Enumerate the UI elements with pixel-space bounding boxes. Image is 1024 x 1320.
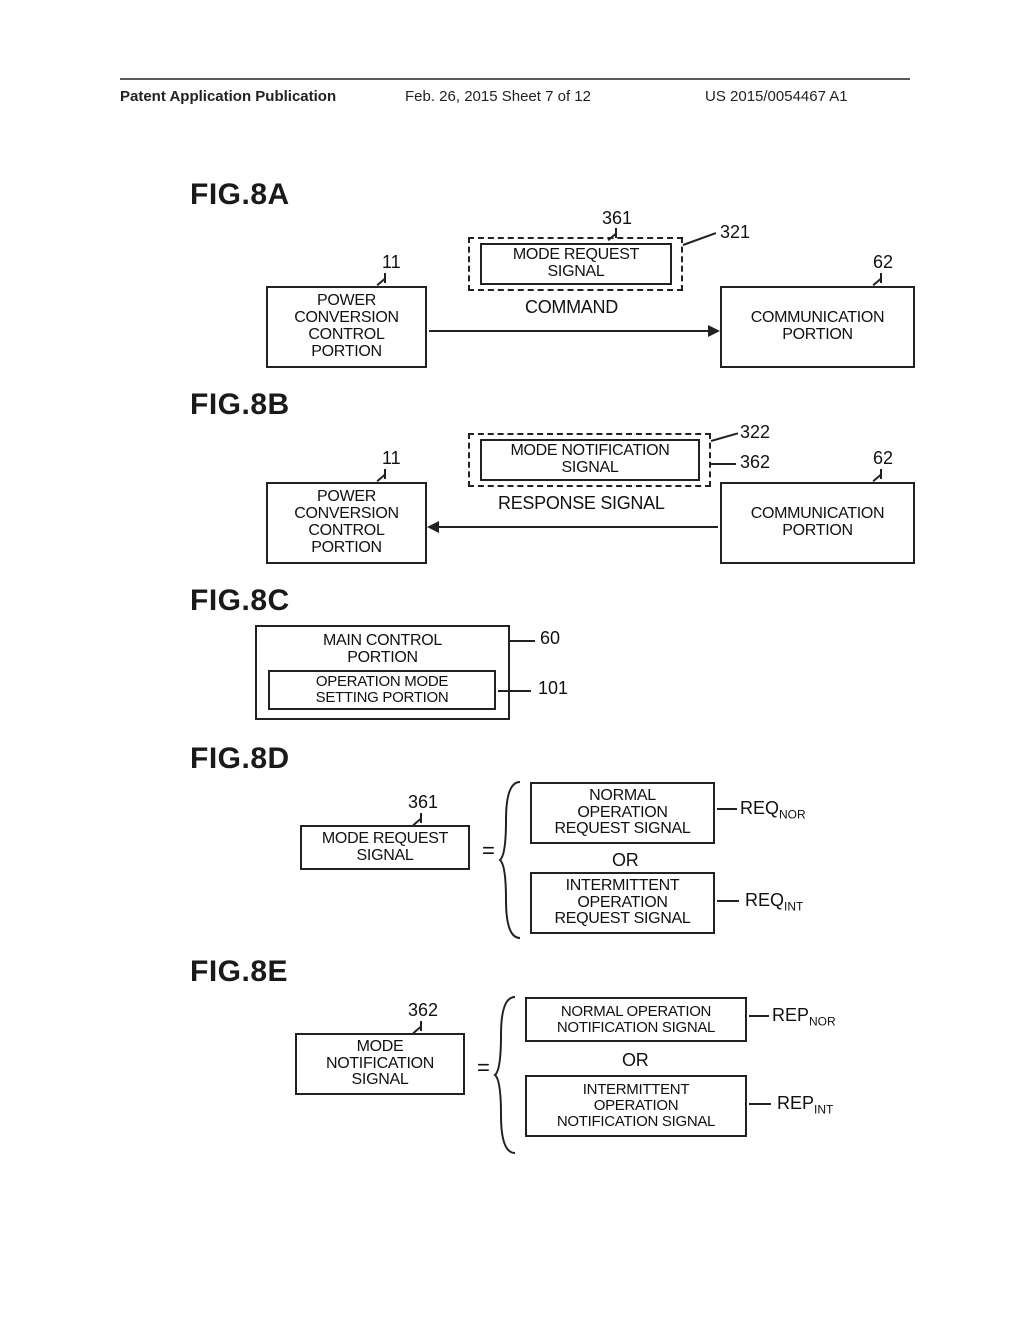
ref-361-d: 361 (408, 792, 438, 813)
ref-62-a: 62 (873, 252, 893, 273)
command-arrow (429, 330, 718, 332)
ref-321: 321 (720, 222, 750, 243)
mode-request-signal-box: MODE REQUESTSIGNAL (480, 243, 672, 285)
or-e: OR (622, 1050, 648, 1071)
header-right: US 2015/0054467 A1 (705, 88, 848, 105)
header-mid: Feb. 26, 2015 Sheet 7 of 12 (405, 88, 591, 105)
ref-322: 322 (740, 422, 770, 443)
normal-req-text: NORMALOPERATIONREQUEST SIGNAL (555, 788, 691, 838)
main-control-text: MAIN CONTROLPORTION (323, 633, 442, 667)
mode-notif-signal-e-text: MODENOTIFICATIONSIGNAL (326, 1039, 434, 1089)
equals-d: = (482, 838, 495, 864)
mode-request-signal-d: MODE REQUESTSIGNAL (300, 825, 470, 870)
intermit-notif-text: INTERMITTENTOPERATIONNOTIFICATION SIGNAL (557, 1082, 715, 1129)
fig-8c-title: FIG.8C (190, 584, 290, 618)
rep-nor: REPNOR (772, 1005, 836, 1029)
ref-361: 361 (602, 208, 632, 229)
header-rule (120, 78, 910, 80)
fig-8b-title: FIG.8B (190, 388, 290, 422)
intermit-req-text: INTERMITTENTOPERATIONREQUEST SIGNAL (555, 878, 691, 928)
lead-321 (683, 232, 717, 246)
communication-text-a: COMMUNICATIONPORTION (751, 310, 885, 344)
ref-362-b: 362 (740, 452, 770, 473)
brace-d (498, 780, 528, 940)
lead-repnor (749, 1015, 769, 1017)
intermit-req-box: INTERMITTENTOPERATIONREQUEST SIGNAL (530, 872, 715, 934)
mode-request-signal-d-text: MODE REQUESTSIGNAL (322, 831, 448, 865)
intermit-notif-box: INTERMITTENTOPERATIONNOTIFICATION SIGNAL (525, 1075, 747, 1137)
rep-int-sub: INT (814, 1103, 833, 1117)
operation-mode-setting-box: OPERATION MODESETTING PORTION (268, 670, 496, 710)
or-d: OR (612, 850, 638, 871)
response-label: RESPONSE SIGNAL (498, 493, 665, 514)
fig-8e-title: FIG.8E (190, 955, 288, 989)
mode-request-signal-text: MODE REQUESTSIGNAL (513, 247, 639, 281)
header-left: Patent Application Publication (120, 88, 336, 105)
lead-repint (749, 1103, 771, 1105)
mode-notification-signal-box: MODE NOTIFICATIONSIGNAL (480, 439, 700, 481)
power-conversion-box-a: POWERCONVERSIONCONTROLPORTION (266, 286, 427, 368)
patent-sheet: Patent Application Publication Feb. 26, … (0, 0, 1024, 1320)
req-int: REQINT (745, 890, 803, 914)
command-label: COMMAND (525, 297, 618, 318)
req-int-sub: INT (784, 900, 803, 914)
fig-8a-title: FIG.8A (190, 178, 290, 212)
lead-101 (498, 690, 531, 692)
req-nor-sub: NOR (779, 808, 806, 822)
rep-int-base: REP (777, 1093, 814, 1113)
fig-8d-title: FIG.8D (190, 742, 290, 776)
lead-reqint (717, 900, 739, 902)
lead-reqnor (717, 808, 737, 810)
req-nor-base: REQ (740, 798, 779, 818)
brace-e (493, 995, 523, 1155)
communication-box-a: COMMUNICATIONPORTION (720, 286, 915, 368)
ref-11-b: 11 (382, 448, 401, 469)
response-arrow (429, 526, 718, 528)
ref-60: 60 (540, 628, 560, 649)
ref-62-b: 62 (873, 448, 893, 469)
lead-322 (711, 432, 738, 442)
normal-notif-text: NORMAL OPERATIONNOTIFICATION SIGNAL (557, 1004, 715, 1036)
lead-60 (510, 640, 535, 642)
normal-notif-box: NORMAL OPERATIONNOTIFICATION SIGNAL (525, 997, 747, 1042)
rep-nor-base: REP (772, 1005, 809, 1025)
power-conversion-text-b: POWERCONVERSIONCONTROLPORTION (294, 489, 399, 556)
req-int-base: REQ (745, 890, 784, 910)
ref-11-a: 11 (382, 252, 401, 273)
ref-362-e: 362 (408, 1000, 438, 1021)
equals-e: = (477, 1055, 490, 1081)
communication-text-b: COMMUNICATIONPORTION (751, 506, 885, 540)
power-conversion-text-a: POWERCONVERSIONCONTROLPORTION (294, 293, 399, 360)
rep-nor-sub: NOR (809, 1015, 836, 1029)
mode-notification-signal-text: MODE NOTIFICATIONSIGNAL (510, 443, 669, 477)
operation-mode-setting-text: OPERATION MODESETTING PORTION (316, 674, 449, 706)
ref-101: 101 (538, 678, 568, 699)
communication-box-b: COMMUNICATIONPORTION (720, 482, 915, 564)
req-nor: REQNOR (740, 798, 806, 822)
mode-notif-signal-e: MODENOTIFICATIONSIGNAL (295, 1033, 465, 1095)
normal-req-box: NORMALOPERATIONREQUEST SIGNAL (530, 782, 715, 844)
power-conversion-box-b: POWERCONVERSIONCONTROLPORTION (266, 482, 427, 564)
rep-int: REPINT (777, 1093, 833, 1117)
lead-362a (711, 463, 736, 465)
